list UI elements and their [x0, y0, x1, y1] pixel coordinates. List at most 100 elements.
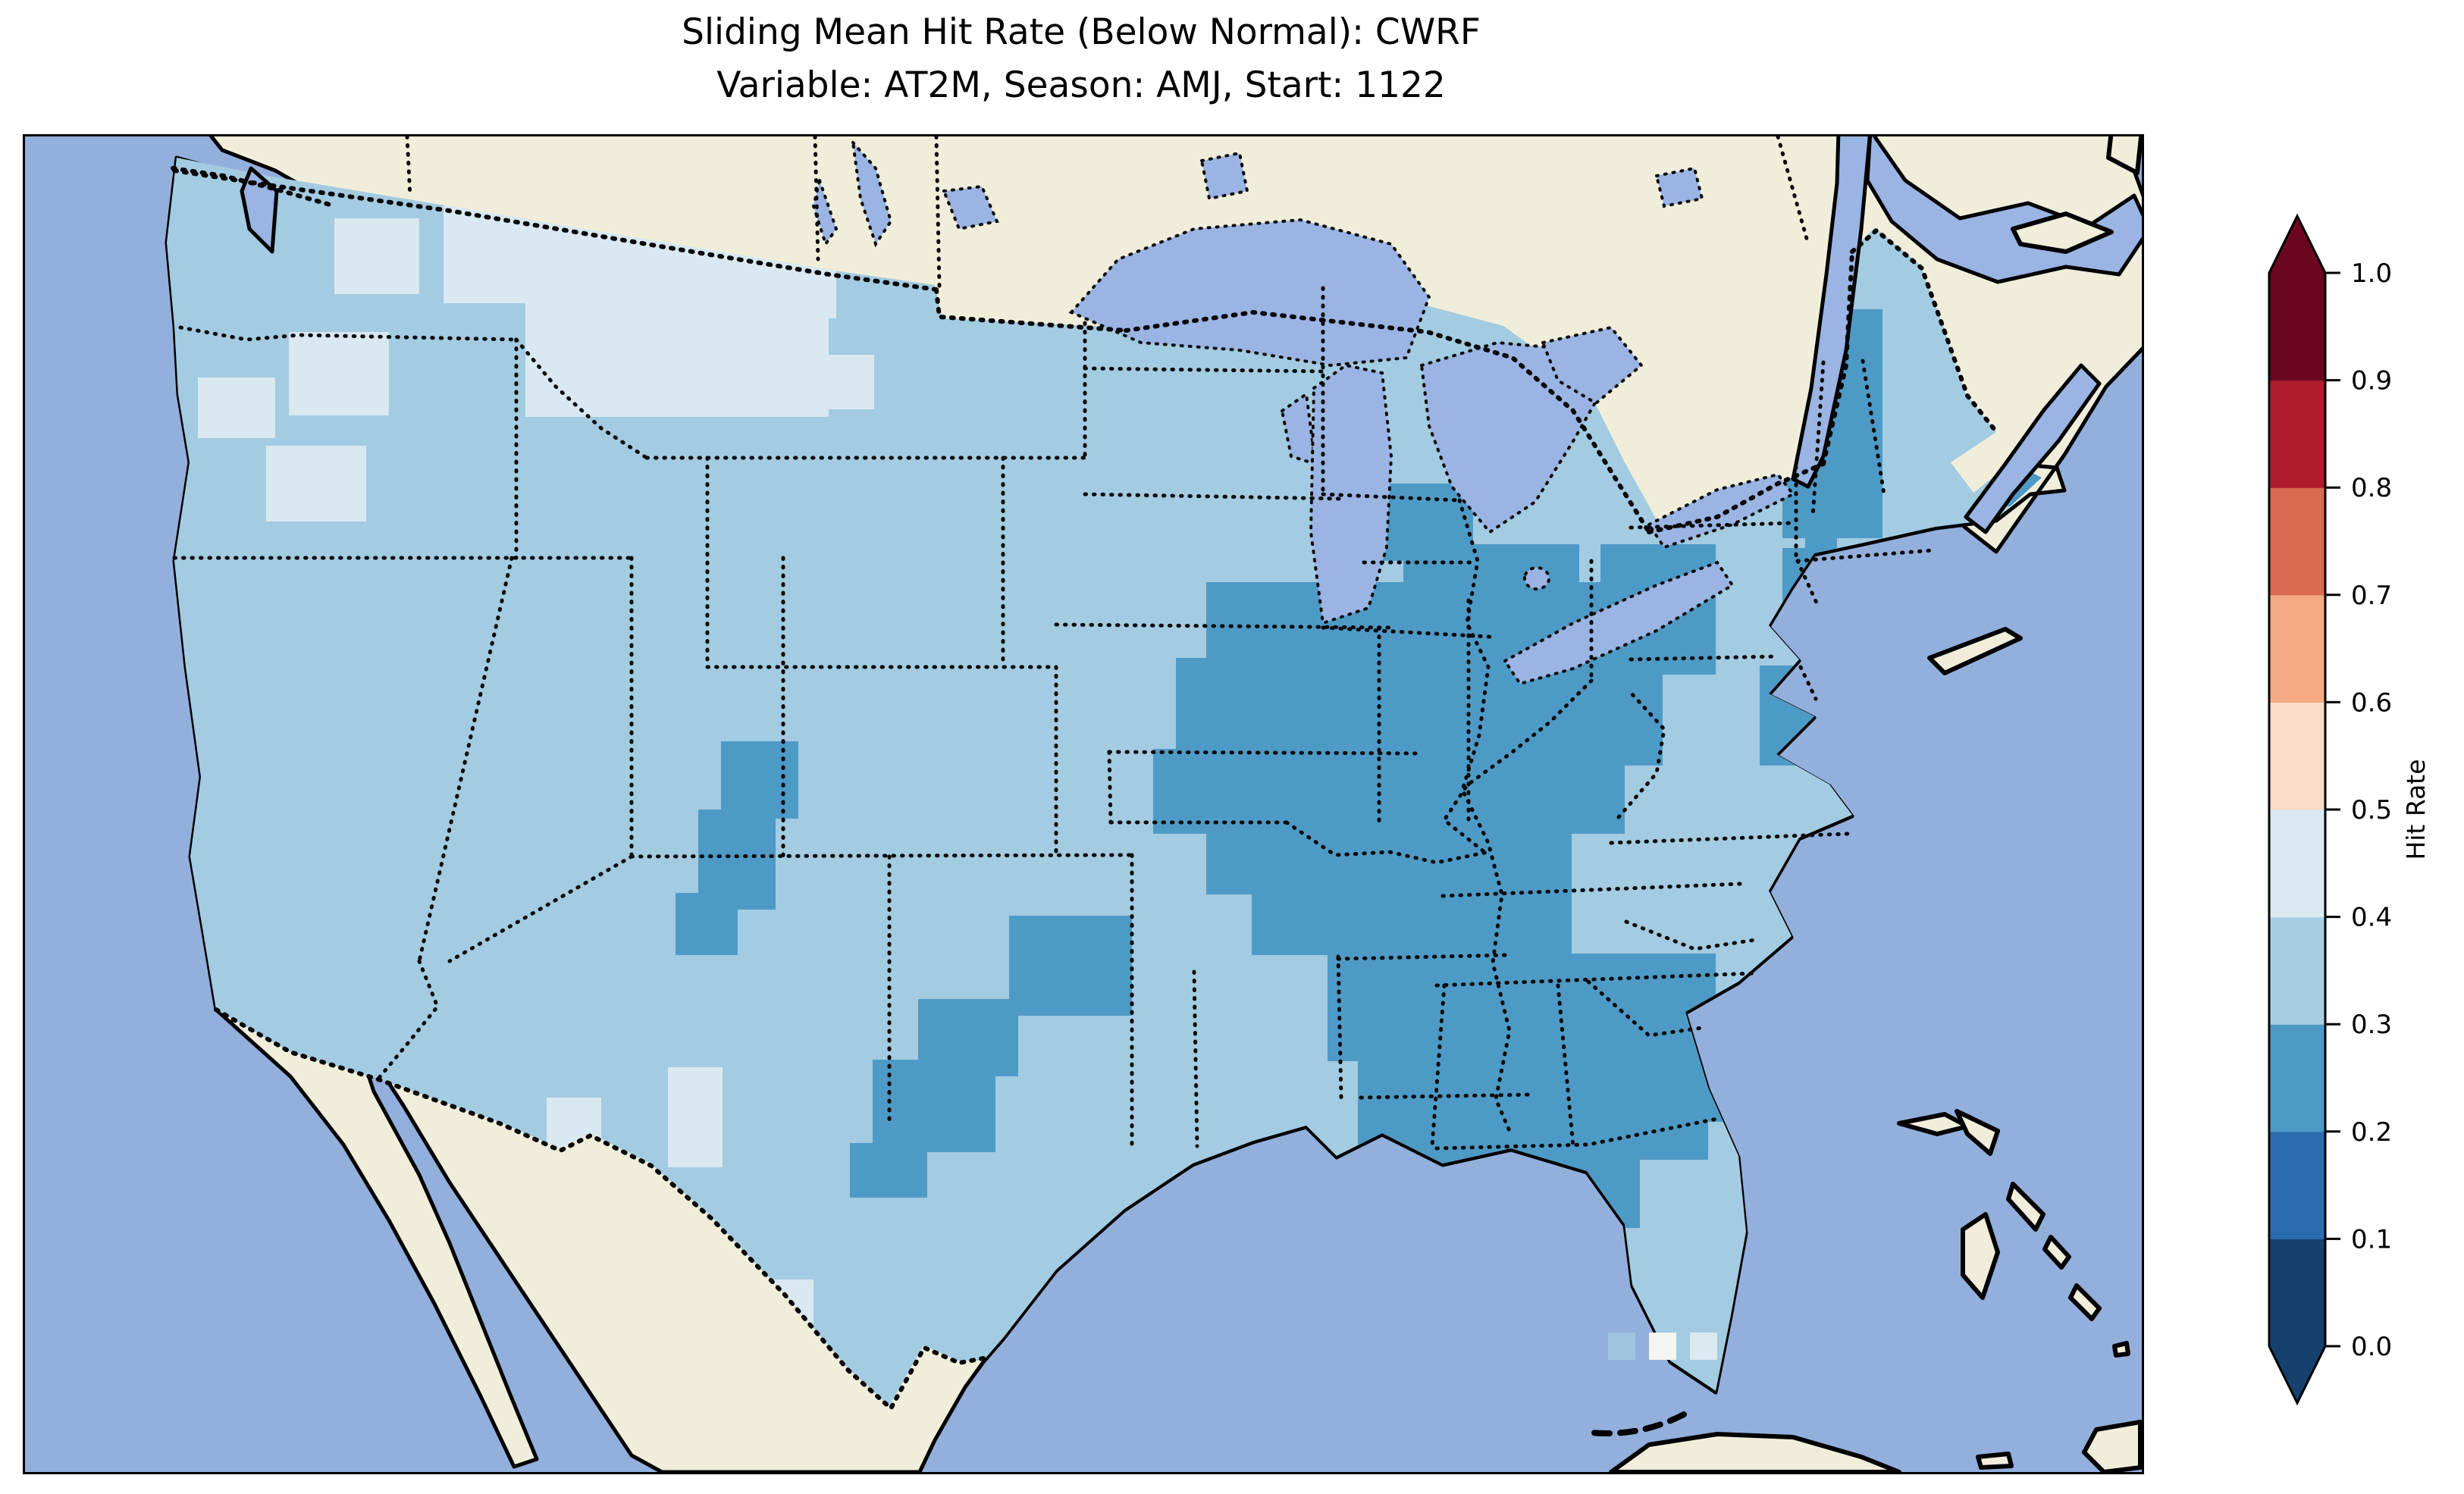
- state-border-line: [934, 136, 942, 289]
- state-borders: [172, 136, 1935, 1151]
- state-border-line: [1430, 983, 1447, 1148]
- long-island: [1927, 627, 2023, 675]
- state-border-line: [447, 854, 634, 963]
- stray-cell: [1608, 1333, 1635, 1360]
- state-border-line: [1861, 359, 1886, 496]
- prince-edward-island: [2011, 211, 2114, 254]
- colorbar-extend-max-arrow: [2269, 216, 2325, 273]
- state-border-line: [1457, 498, 1512, 1133]
- map-canvas: [25, 136, 2142, 1472]
- state-border-line: [178, 325, 519, 342]
- long-island-bahamas: [2068, 1283, 2102, 1321]
- state-border-line: [405, 136, 412, 199]
- colorbar-bin-0.8-0.9: [2269, 380, 2325, 488]
- colorbar-tick-label: 0.9: [2351, 366, 2392, 396]
- eleuthera-island: [2006, 1182, 2045, 1232]
- abaco-island: [1955, 1109, 2000, 1156]
- state-border-line: [1798, 665, 1818, 701]
- andros-island: [1961, 1212, 2000, 1300]
- lake-st-clair: [1522, 566, 1551, 590]
- stray-cell: [1690, 1333, 1717, 1360]
- hit-rate-cell-bin-0.2-0.3: [1252, 878, 1572, 955]
- st-lawrence-river: [1791, 136, 1872, 489]
- state-border-line: [1321, 625, 1492, 639]
- hispaniola: [2082, 1420, 2142, 1472]
- state-border-line: [417, 556, 514, 963]
- colorbar-bin-0.5-0.6: [2269, 702, 2325, 810]
- colorbar-tick-label: 0.6: [2351, 687, 2392, 718]
- hit-rate-cell-bin-0.2-0.3: [1176, 658, 1663, 766]
- state-border-line: [1107, 750, 1422, 756]
- country-borders: [171, 166, 2000, 1412]
- lake-huron: [1419, 340, 1606, 534]
- state-border-line: [1586, 979, 1704, 1038]
- colorbar-canvas: 0.0 0.1 0.2 0.3 0.4 0.5 0.6 0.7 0.8 0.9 1.0 Hit Rat…: [2268, 213, 2431, 1406]
- state-border-line: [514, 337, 649, 460]
- hit-rate-cell-bin-0.4-0.5: [289, 332, 389, 415]
- state-border-line: [1284, 820, 1491, 865]
- state-border-line: [1629, 521, 1795, 530]
- state-border-line: [629, 853, 1134, 859]
- colorbar-label: Hit Rate: [2401, 759, 2431, 860]
- stray-cell: [1649, 1333, 1676, 1360]
- hit-rate-cell-bin-0.4-0.5: [334, 218, 419, 294]
- hit-rate-cell-bin-0.2-0.3: [850, 1143, 927, 1198]
- state-border-line: [1107, 750, 1113, 825]
- state-border-line: [1321, 492, 1462, 503]
- state-border-line: [1556, 983, 1575, 1148]
- colorbar-bin-0.9-1: [2269, 273, 2325, 381]
- turks-island: [2112, 1341, 2130, 1358]
- colorbar-tick-label: 0.1: [2351, 1224, 2392, 1254]
- hit-rate-cell-bin-0.2-0.3: [676, 893, 738, 955]
- colorbar-bin-0.7-0.8: [2269, 487, 2325, 596]
- state-border-line: [1083, 492, 1343, 501]
- state-border-line: [1434, 1117, 1719, 1151]
- figure-title-line2: Variable: AT2M, Season: AMJ, Start: 1122: [716, 64, 1446, 106]
- lake-nipigon: [1199, 151, 1249, 201]
- colorbar-extend-min-arrow: [2269, 1346, 2325, 1403]
- stray-cells: [1608, 1333, 1717, 1360]
- state-border-line: [1192, 969, 1199, 1148]
- hit-rate-cell-bin-0.2-0.3: [873, 1060, 995, 1152]
- state-border-line: [1336, 954, 1343, 1100]
- colorbar-tick-label: 0.3: [2351, 1010, 2392, 1040]
- hit-rate-cell-bin-0.4-0.5: [266, 446, 366, 521]
- state-border-line: [1359, 1092, 1536, 1100]
- hit-rate-cell-bin-0.2-0.3: [1009, 916, 1132, 1016]
- cat-island: [2042, 1235, 2071, 1270]
- lake-of-the-woods: [942, 184, 999, 231]
- colorbar-bin-0-0.1: [2269, 1239, 2325, 1347]
- hit-rate-cell-bin-0.4-0.5: [525, 303, 829, 417]
- figure-title: Sliding Mean Hit Rate (Below Normal): CW…: [23, 6, 2140, 112]
- lake-superior: [1068, 218, 1431, 368]
- state-border-line: [1336, 953, 1510, 961]
- country-border-line: [214, 1007, 986, 1412]
- quebec-lake: [1654, 166, 1704, 208]
- state-border-line: [1616, 692, 1666, 819]
- jamaica: [1976, 1452, 2014, 1470]
- map-axes: [23, 134, 2144, 1474]
- country-border-line: [172, 168, 939, 292]
- colorbar-tick-label: 1.0: [2351, 258, 2392, 289]
- lake-ontario: [1647, 472, 1796, 550]
- newfoundland-corner: [2106, 136, 2142, 175]
- colorbar: 0.0 0.1 0.2 0.3 0.4 0.5 0.6 0.7 0.8 0.9 1.0 Hit Rat…: [2244, 205, 2464, 1433]
- colorbar-tick-label: 0.0: [2351, 1332, 2392, 1362]
- bay-of-fundy: [1964, 363, 2102, 534]
- hit-rate-cell-bin-0.4-0.5: [198, 377, 275, 438]
- state-border-line: [813, 136, 820, 262]
- colorbar-tick-label: 0.2: [2351, 1117, 2392, 1148]
- hit-rate-cell-bin-0.4-0.5: [668, 1067, 723, 1167]
- georgian-bay: [1541, 325, 1644, 406]
- colorbar-tick-label: 0.7: [2351, 581, 2392, 611]
- state-border-line: [1795, 548, 1935, 563]
- florida-keys: [1588, 1411, 1687, 1436]
- colorbar-bin-0.4-0.5: [2269, 810, 2325, 918]
- colorbar-bin-0.1-0.2: [2269, 1131, 2325, 1239]
- colorbar-bin-0.2-0.3: [2269, 1024, 2325, 1132]
- state-border-line: [1624, 919, 1757, 951]
- cuba: [1609, 1432, 1901, 1472]
- figure-title-line1: Sliding Mean Hit Rate (Below Normal): CW…: [682, 11, 1481, 53]
- country-border-line: [1821, 249, 1854, 466]
